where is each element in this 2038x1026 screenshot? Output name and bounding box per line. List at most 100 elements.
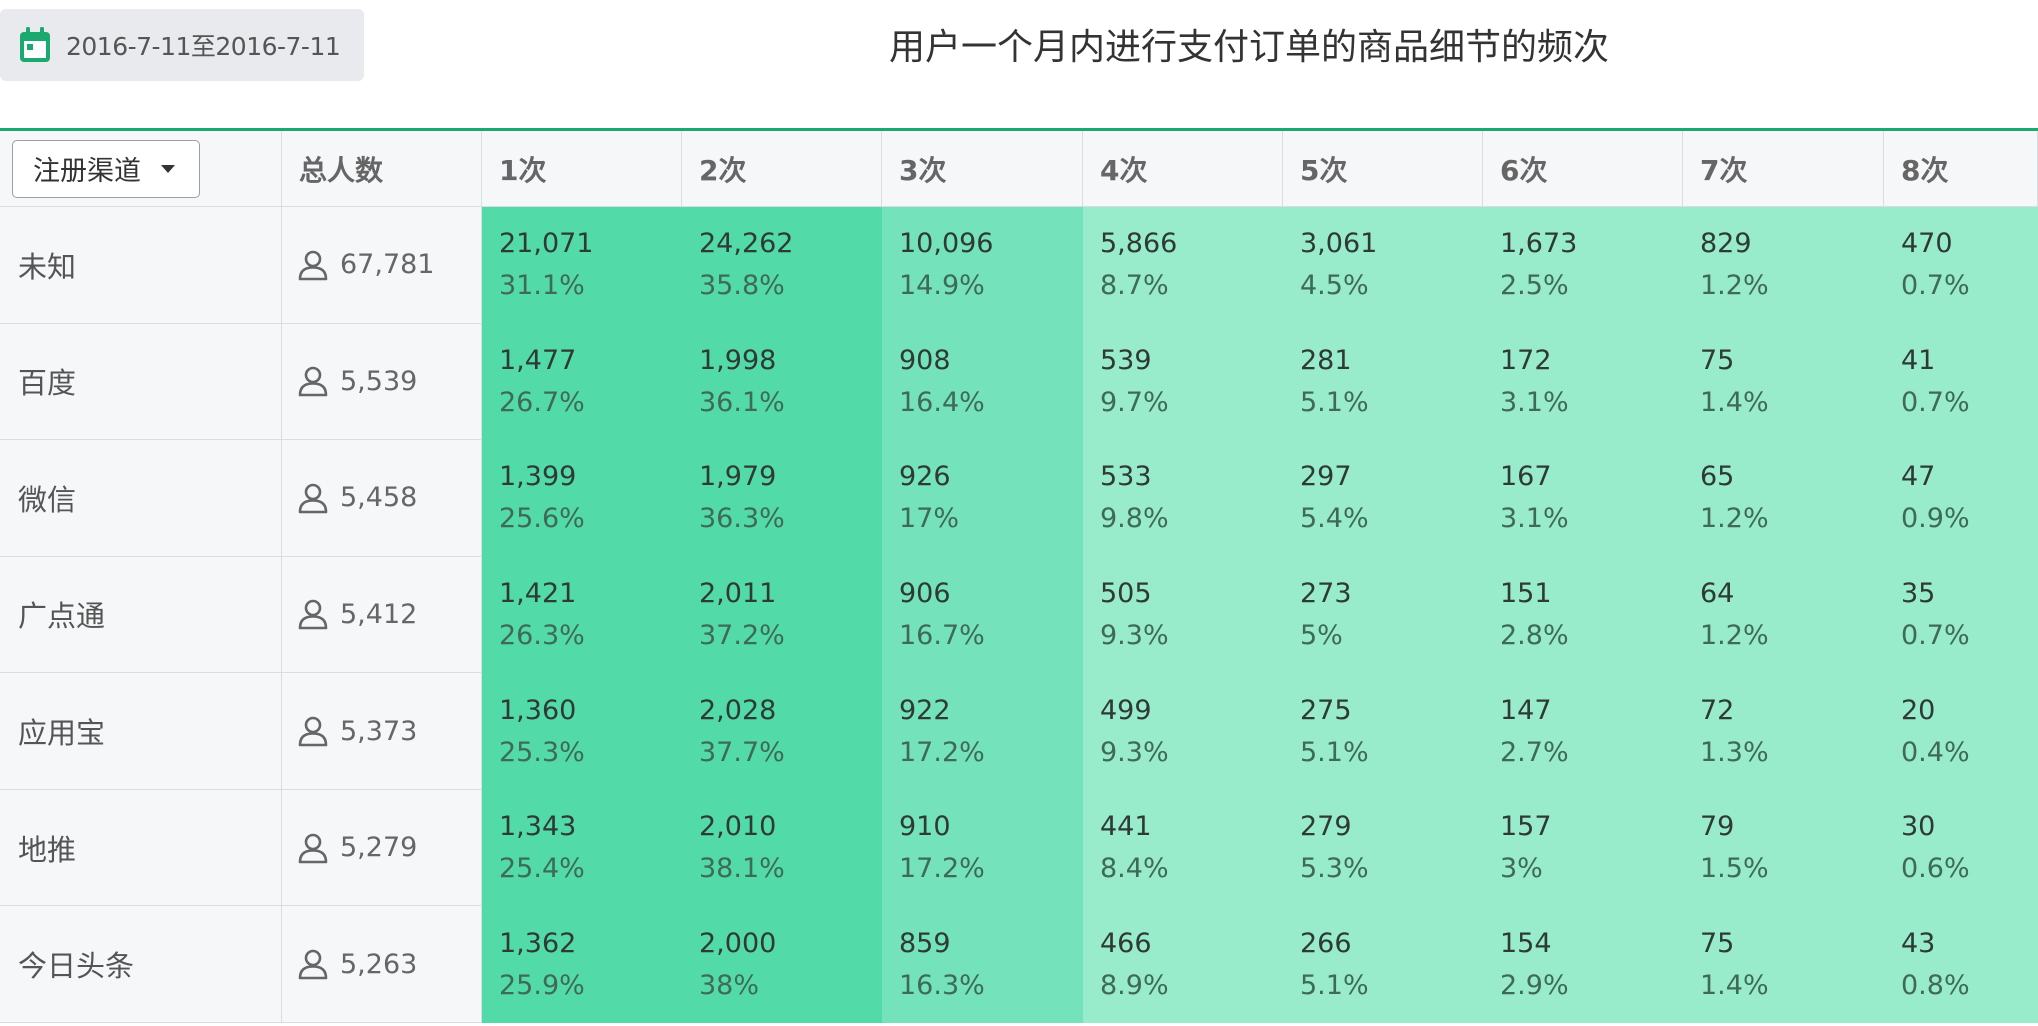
cell-count: 79 [1700,811,1735,843]
frequency-table: 注册渠道 总人数 1次 2次 3次 4次 5次 6次 7次 8次 未知 67,781 21,071 3… [0,131,2038,1023]
cell-percent: 0.9% [1901,503,1970,535]
cell-count: 505 [1100,577,1152,609]
total-users-cell: 67,781 [282,207,482,324]
cell-count: 167 [1500,461,1552,493]
heat-cell: 43 0.8% [1884,906,2038,1023]
cell-count: 5,866 [1100,228,1178,260]
cell-count: 75 [1700,927,1735,959]
cell-percent: 1.2% [1700,503,1769,535]
cell-count: 281 [1300,344,1352,376]
cell-percent: 8.4% [1100,853,1169,885]
heat-cell: 829 1.2% [1683,207,1884,324]
heat-cell: 908 16.4% [882,323,1083,441]
heat-cell: 1,673 2.5% [1483,207,1683,324]
cell-percent: 5.1% [1300,736,1369,768]
heat-cell: 281 5.1% [1283,323,1483,441]
calendar-icon [20,27,50,62]
heat-cell: 151 2.8% [1483,556,1683,674]
heat-cell: 539 9.7% [1083,323,1283,441]
cell-percent: 5.3% [1300,853,1369,885]
cell-percent: 3% [1500,853,1543,885]
frequency-header: 2次 [682,131,882,207]
heat-cell: 1,998 36.1% [682,323,882,441]
heat-cell: 1,360 25.3% [482,673,682,790]
cell-count: 273 [1300,577,1352,609]
heat-cell: 441 8.4% [1083,789,1283,907]
cell-percent: 1.2% [1700,270,1769,302]
cell-count: 539 [1100,344,1152,376]
cell-percent: 35.8% [699,270,785,302]
date-range-label: 2016-7-11至2016-7-11 [66,32,341,61]
heat-cell: 533 9.8% [1083,440,1283,557]
cell-percent: 26.7% [499,386,585,418]
user-icon [298,483,328,514]
heat-cell: 2,028 37.7% [682,673,882,790]
cell-percent: 8.9% [1100,969,1169,1001]
heat-cell: 1,477 26.7% [482,323,682,441]
cell-count: 266 [1300,927,1352,959]
cell-count: 533 [1100,461,1152,493]
cell-percent: 0.7% [1901,386,1970,418]
user-icon [298,367,328,397]
cell-percent: 17.2% [899,736,985,768]
channel-label: 应用宝 [0,673,282,790]
frequency-header: 1次 [482,131,682,207]
cell-count: 43 [1901,927,1936,959]
cell-percent: 16.4% [899,386,985,418]
cell-percent: 9.3% [1100,736,1169,768]
total-users-cell: 5,412 [282,556,482,674]
cell-percent: 0.6% [1901,853,1970,885]
cell-percent: 25.4% [499,853,585,885]
user-icon [298,716,328,747]
cell-percent: 2.8% [1500,619,1569,651]
cell-count: 30 [1901,811,1936,843]
heat-cell: 2,010 38.1% [682,789,882,907]
cell-percent: 25.3% [499,736,585,768]
cell-percent: 31.1% [499,270,585,302]
total-users-value: 5,412 [340,598,418,630]
cell-percent: 5.1% [1300,386,1369,418]
cell-count: 906 [899,577,951,609]
heat-cell: 1,343 25.4% [482,789,682,907]
user-icon [298,833,328,863]
heat-cell: 47 0.9% [1884,440,2038,557]
date-range-picker[interactable]: 2016-7-11至2016-7-11 [0,9,364,81]
cell-count: 910 [899,811,951,843]
heat-cell: 10,096 14.9% [882,207,1083,324]
user-icon [298,250,328,281]
heat-cell: 470 0.7% [1884,207,2038,324]
heat-cell: 20 0.4% [1884,673,2038,790]
cell-percent: 36.3% [699,503,785,535]
frequency-header: 8次 [1884,131,2038,207]
heat-cell: 505 9.3% [1083,556,1283,674]
heat-cell: 1,979 36.3% [682,440,882,557]
total-users-value: 5,373 [340,715,418,747]
cell-count: 157 [1500,811,1552,843]
cell-count: 172 [1500,344,1552,376]
channel-label: 广点通 [0,556,282,674]
cell-count: 279 [1300,811,1352,843]
cell-percent: 1.3% [1700,736,1769,768]
heat-cell: 906 16.7% [882,556,1083,674]
cell-count: 1,673 [1500,228,1578,260]
cell-percent: 1.5% [1700,853,1769,885]
cell-percent: 37.2% [699,619,785,651]
cell-percent: 3.1% [1500,503,1569,535]
chevron-down-icon [161,164,175,173]
cell-count: 926 [899,461,951,493]
cell-count: 20 [1901,694,1936,726]
cell-count: 2,028 [699,694,777,726]
cell-count: 3,061 [1300,228,1378,260]
heat-cell: 2,000 38% [682,906,882,1023]
cell-count: 72 [1700,694,1735,726]
cell-percent: 5% [1300,619,1343,651]
heat-cell: 167 3.1% [1483,440,1683,557]
cell-percent: 16.3% [899,969,985,1001]
cell-count: 24,262 [699,228,794,260]
cell-count: 1,360 [499,694,577,726]
cell-count: 75 [1700,344,1735,376]
channel-dropdown[interactable]: 注册渠道 [12,139,200,198]
cell-percent: 17% [899,503,960,535]
heat-cell: 41 0.7% [1884,323,2038,441]
cell-percent: 0.4% [1901,736,1970,768]
